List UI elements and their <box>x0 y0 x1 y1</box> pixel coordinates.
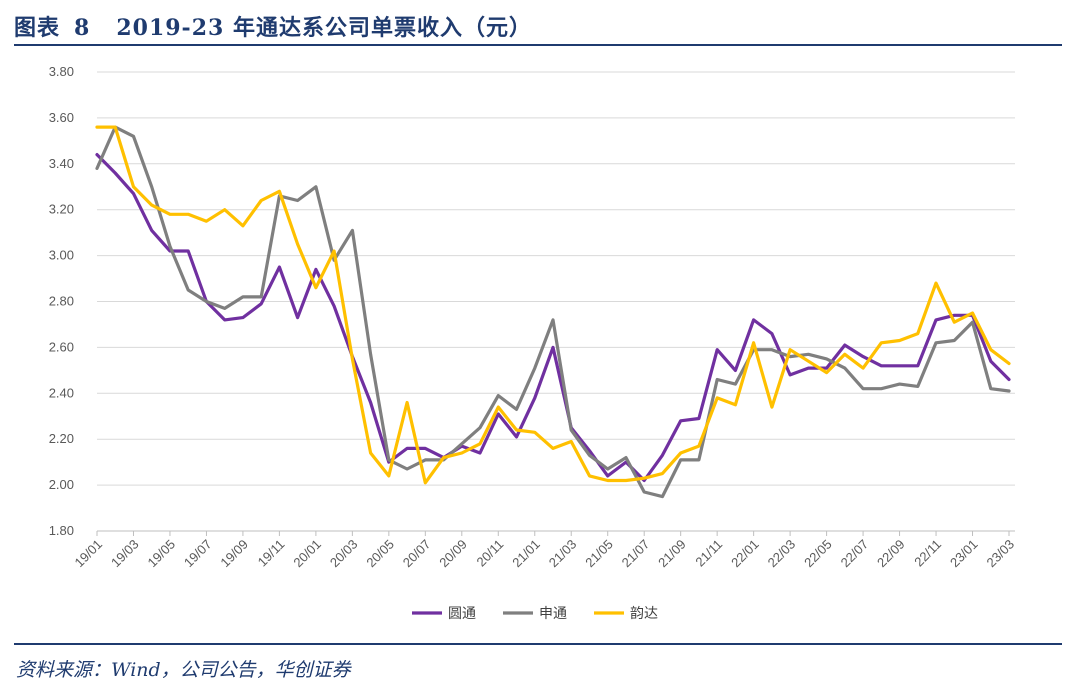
x-tick-label: 22/09 <box>874 537 908 571</box>
chart-title: 图表 8 2019-23 年通达系公司单票收入（元） <box>14 10 532 42</box>
x-tick-label: 21/01 <box>509 537 543 571</box>
y-tick-label: 2.40 <box>49 385 74 400</box>
source-note: 资料来源：Wind，公司公告，华创证券 <box>16 659 351 681</box>
x-tick-label: 22/05 <box>801 537 835 571</box>
x-tick-label: 21/07 <box>619 537 653 571</box>
x-tick-label: 20/09 <box>436 537 470 571</box>
series-line-韵达 <box>95 125 1011 485</box>
x-tick-label: 19/07 <box>181 537 215 571</box>
y-tick-label: 3.40 <box>49 156 74 171</box>
title-prefix: 图表 <box>14 15 61 41</box>
x-tick-label: 19/05 <box>144 537 178 571</box>
y-tick-label: 2.20 <box>49 431 74 446</box>
series-lines <box>95 125 1011 499</box>
bottom-divider <box>14 643 1062 645</box>
y-tick-label: 2.00 <box>49 477 74 492</box>
series-line-申通 <box>95 125 1011 499</box>
y-tick-label: 2.60 <box>49 339 74 354</box>
y-tick-label: 1.80 <box>49 523 74 538</box>
x-tick-label: 23/03 <box>984 537 1018 571</box>
y-tick-label: 3.20 <box>49 202 74 217</box>
legend-label: 圆通 <box>448 606 476 622</box>
y-axis: 3.80 3.60 3.40 3.20 3.00 2.80 2.60 2.40 2.20 2.00… <box>49 64 74 538</box>
y-tick-label: 3.60 <box>49 110 74 125</box>
x-tick-label: 21/03 <box>546 537 580 571</box>
series-line-圆通 <box>95 153 1011 483</box>
x-tick-label: 22/01 <box>728 537 762 571</box>
x-tick-label: 21/11 <box>692 537 725 570</box>
x-axis: 19/01 19/03 19/05 19/07 19/09 19/11 20/01 20/03… <box>72 530 1018 571</box>
title-text: 2019-23 年通达系公司单票收入（元） <box>116 15 532 41</box>
top-divider <box>14 44 1062 46</box>
x-tick-label: 20/03 <box>327 537 361 571</box>
x-tick-label: 22/03 <box>765 537 799 571</box>
x-tick-label: 20/05 <box>363 537 397 571</box>
x-tick-label: 20/11 <box>473 537 506 570</box>
x-tick-label: 20/01 <box>290 537 324 571</box>
x-tick-label: 21/05 <box>582 537 616 571</box>
x-tick-label: 21/09 <box>655 537 689 571</box>
legend-label: 韵达 <box>630 606 658 622</box>
legend: 圆通 申通 韵达 <box>412 606 658 622</box>
x-tick-label: 22/11 <box>911 537 944 570</box>
y-tick-label: 3.80 <box>49 64 74 79</box>
x-tick-label: 19/11 <box>255 537 288 570</box>
x-tick-label: 19/09 <box>217 537 251 571</box>
x-tick-label: 20/07 <box>400 537 434 571</box>
x-tick-label: 22/07 <box>838 537 872 571</box>
y-tick-label: 2.80 <box>49 294 74 309</box>
legend-label: 申通 <box>539 606 567 622</box>
x-tick-label: 19/01 <box>72 537 106 571</box>
y-tick-label: 3.00 <box>49 248 74 263</box>
x-tick-label: 19/03 <box>108 537 142 571</box>
x-tick-label: 23/01 <box>947 537 981 571</box>
title-number: 8 <box>74 15 91 41</box>
